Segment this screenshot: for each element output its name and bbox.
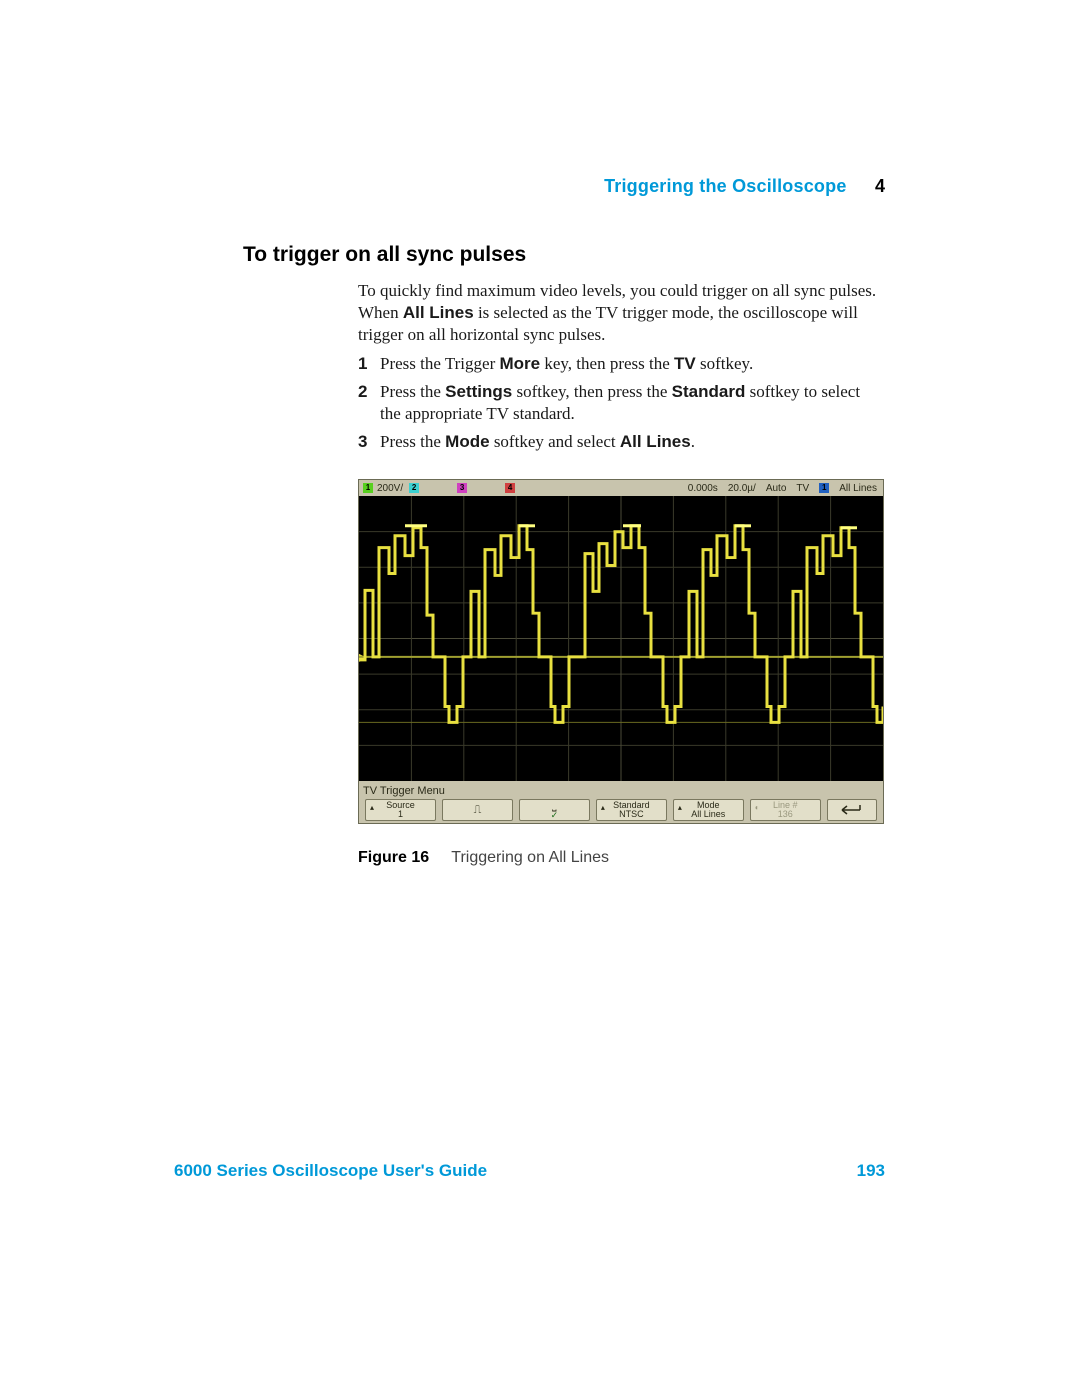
footer-page-number: 193 bbox=[857, 1161, 885, 1181]
softkey-line-number: ◐ Line # 136 bbox=[750, 799, 821, 821]
text-run: Press the bbox=[380, 382, 445, 401]
bold-term: All Lines bbox=[403, 303, 474, 322]
softkey-value: 136 bbox=[778, 810, 793, 819]
bold-term: All Lines bbox=[620, 432, 691, 451]
text-run: softkey, then press the bbox=[512, 382, 671, 401]
step-text: Press the Settings softkey, then press t… bbox=[380, 381, 883, 425]
bold-term: More bbox=[499, 354, 540, 373]
softkey-pos-pulse[interactable]: ⎍ bbox=[442, 799, 513, 821]
step-number: 3 bbox=[358, 431, 380, 453]
bold-term: Standard bbox=[672, 382, 746, 401]
bold-term: Settings bbox=[445, 382, 512, 401]
body-text: To quickly find maximum video levels, yo… bbox=[358, 280, 883, 458]
channel-1-scale: 200V/ bbox=[377, 483, 403, 494]
softkey-value: All Lines bbox=[691, 810, 725, 819]
up-arrow-icon: ▴ bbox=[370, 804, 374, 812]
channel-1-badge: 1 bbox=[363, 483, 373, 493]
up-arrow-icon: ▴ bbox=[601, 804, 605, 812]
bold-term: TV bbox=[674, 354, 696, 373]
section-heading: To trigger on all sync pulses bbox=[243, 243, 526, 267]
time-scale: 20.0µ/ bbox=[728, 483, 756, 494]
step-number: 1 bbox=[358, 353, 380, 375]
scope-top-bar: 1 200V/ 2 3 4 0.000s 20.0µ/ Auto TV 1 Al… bbox=[359, 480, 883, 496]
step-3: 3 Press the Mode softkey and select All … bbox=[358, 431, 883, 453]
step-text: Press the Mode softkey and select All Li… bbox=[380, 431, 883, 453]
intro-paragraph: To quickly find maximum video levels, yo… bbox=[358, 280, 883, 345]
page-footer: 6000 Series Oscilloscope User's Guide 19… bbox=[174, 1161, 885, 1181]
channel-3-badge: 3 bbox=[457, 483, 467, 493]
positive-pulse-icon: ⎍ bbox=[474, 804, 482, 816]
trigger-source-badge: 1 bbox=[819, 483, 829, 493]
softkey-neg-pulse[interactable]: ⎵ ✓ bbox=[519, 799, 590, 821]
softkey-source[interactable]: ▴ Source 1 bbox=[365, 799, 436, 821]
figure-caption: Figure 16 Triggering on All Lines bbox=[358, 849, 609, 867]
channel-2-badge: 2 bbox=[409, 483, 419, 493]
scope-grid bbox=[359, 496, 883, 781]
softkey-menu-title: TV Trigger Menu bbox=[363, 785, 445, 797]
text-run: Press the Trigger bbox=[380, 354, 499, 373]
footer-guide-title: 6000 Series Oscilloscope User's Guide bbox=[174, 1161, 487, 1181]
page: Triggering the Oscilloscope 4 To trigger… bbox=[0, 0, 1080, 1397]
numbered-steps: 1 Press the Trigger More key, then press… bbox=[358, 353, 883, 452]
return-arrow-icon bbox=[840, 805, 864, 815]
bold-term: Mode bbox=[445, 432, 489, 451]
oscilloscope-screenshot: 1 200V/ 2 3 4 0.000s 20.0µ/ Auto TV 1 Al… bbox=[358, 479, 884, 824]
time-reference: 0.000s bbox=[688, 483, 718, 494]
figure-label: Figure 16 bbox=[358, 849, 429, 866]
softkey-standard[interactable]: ▴ Standard NTSC bbox=[596, 799, 667, 821]
waveform-area bbox=[359, 496, 883, 781]
text-run: key, then press the bbox=[540, 354, 674, 373]
run-mode: Auto bbox=[766, 483, 787, 494]
step-number: 2 bbox=[358, 381, 380, 425]
step-text: Press the Trigger More key, then press t… bbox=[380, 353, 883, 375]
softkey-mode[interactable]: ▴ Mode All Lines bbox=[673, 799, 744, 821]
text-run: softkey and select bbox=[490, 432, 620, 451]
chapter-title: Triggering the Oscilloscope bbox=[604, 176, 846, 196]
up-arrow-icon: ▴ bbox=[678, 804, 682, 812]
step-1: 1 Press the Trigger More key, then press… bbox=[358, 353, 883, 375]
knob-icon: ◐ bbox=[755, 804, 760, 812]
trigger-detail: All Lines bbox=[839, 483, 877, 494]
softkey-value: 1 bbox=[398, 810, 403, 819]
softkey-return[interactable] bbox=[827, 799, 877, 821]
step-2: 2 Press the Settings softkey, then press… bbox=[358, 381, 883, 425]
softkey-value: NTSC bbox=[619, 810, 644, 819]
text-run: . bbox=[691, 432, 695, 451]
figure-text: Triggering on All Lines bbox=[451, 849, 609, 866]
text-run: Press the bbox=[380, 432, 445, 451]
trigger-mode: TV bbox=[796, 483, 809, 494]
chapter-number: 4 bbox=[875, 176, 885, 196]
channel-4-badge: 4 bbox=[505, 483, 515, 493]
waveform-svg bbox=[359, 496, 883, 781]
check-icon: ✓ bbox=[551, 811, 559, 820]
softkey-row: ▴ Source 1 ⎍ ⎵ ✓ ▴ Standard NTSC ▴ Mode … bbox=[359, 797, 883, 823]
page-header: Triggering the Oscilloscope 4 bbox=[604, 176, 885, 197]
text-run: softkey. bbox=[696, 354, 753, 373]
